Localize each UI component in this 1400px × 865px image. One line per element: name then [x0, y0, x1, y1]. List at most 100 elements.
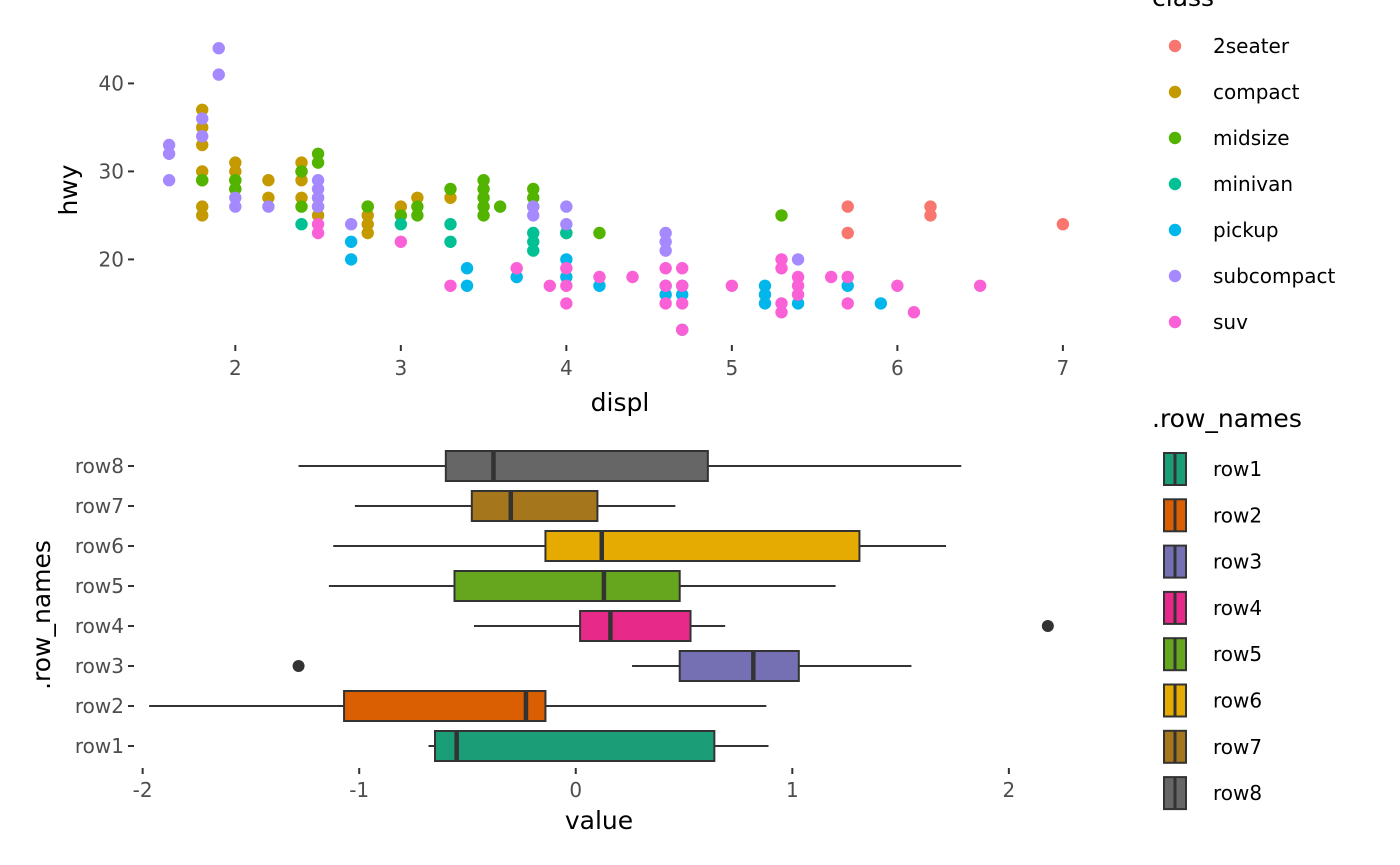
- boxplot-x-tick-label: 0: [569, 778, 582, 802]
- scatter-point: [411, 191, 424, 204]
- scatter-point: [162, 138, 176, 152]
- scatter-point: [775, 209, 788, 222]
- boxplot-y-ticks: row1 row2 row3 row4 row5 row6 row7 row8: [75, 454, 134, 758]
- scatter-point: [560, 270, 573, 284]
- scatter-point: [460, 279, 474, 292]
- scatter-y-tick-label: 20: [99, 247, 124, 271]
- box-body: [434, 730, 716, 762]
- scatter-point: [444, 191, 457, 204]
- boxplot-legend-title: .row_names: [1152, 404, 1302, 433]
- box-body: [470, 490, 599, 522]
- scatter-point: [196, 121, 209, 134]
- scatter-point: [676, 288, 689, 301]
- scatter-point: [295, 174, 308, 187]
- boxplot-legend-label: row8: [1213, 781, 1262, 805]
- scatter-point: [593, 270, 606, 284]
- scatter-point: [659, 262, 672, 275]
- scatter-point: [874, 297, 888, 310]
- boxplot-legend-item: row3: [1163, 544, 1262, 579]
- boxplot-legend-label: row6: [1213, 689, 1262, 713]
- scatter-point: [775, 297, 788, 310]
- scatter-point: [676, 323, 689, 336]
- scatter-x-tick-label: 2: [229, 356, 242, 380]
- scatter-point: [527, 191, 540, 204]
- scatter-point: [295, 218, 308, 231]
- scatter-legend-label: 2seater: [1213, 34, 1290, 58]
- scatter-point: [229, 200, 242, 213]
- scatter-point: [162, 174, 176, 187]
- scatter-legend-label: pickup: [1213, 218, 1279, 242]
- scatter-legend-label: minivan: [1213, 172, 1293, 196]
- scatter-legend-key: [1168, 85, 1182, 99]
- boxplot-x-tick-label: 1: [786, 778, 799, 802]
- scatter-point: [725, 279, 739, 292]
- scatter-point: [560, 253, 573, 266]
- scatter-point: [295, 191, 308, 204]
- scatter-x-tick-label: 6: [891, 356, 904, 380]
- scatter-point: [510, 270, 523, 284]
- scatter-point: [841, 270, 854, 284]
- scatter-point: [460, 262, 474, 275]
- scatter-point: [444, 218, 457, 231]
- scatter-x-tick-label: 4: [560, 356, 573, 380]
- scatter-point: [758, 288, 772, 301]
- boxplot-legend-label: row7: [1213, 735, 1262, 759]
- box-body: [579, 610, 692, 642]
- scatter-point: [907, 306, 921, 319]
- box-outlier: [1041, 620, 1054, 632]
- scatter-point: [775, 253, 788, 266]
- scatter-point: [973, 279, 987, 292]
- scatter-legend-key: [1168, 269, 1182, 283]
- scatter-point: [311, 209, 325, 222]
- scatter-legend: class 2seater compact midsize minivan pickup…: [1152, 0, 1335, 334]
- scatter-point: [626, 270, 639, 284]
- scatter-point: [411, 200, 424, 213]
- scatter-point: [791, 288, 805, 301]
- scatter-point: [212, 68, 225, 81]
- boxplot-legend-label: row4: [1213, 596, 1262, 620]
- scatter-point: [543, 279, 556, 292]
- boxplot-legend-label: row1: [1213, 457, 1262, 481]
- scatter-point: [262, 191, 275, 204]
- boxplot-y-tick-label: row3: [75, 654, 124, 678]
- scatter-point: [791, 253, 805, 266]
- scatter-point: [676, 297, 689, 310]
- scatter-point: [527, 182, 540, 196]
- scatter-point: [262, 174, 275, 187]
- scatter-point: [311, 226, 325, 240]
- scatter-point: [659, 279, 672, 292]
- scatter-point: [891, 279, 904, 292]
- scatter-panel: 20 30 40 2 3 4 5 6 7 displ hwy class 2seater com…: [54, 0, 1335, 417]
- scatter-point: [344, 253, 358, 266]
- scatter-point: [659, 288, 672, 301]
- scatter-point: [527, 244, 540, 257]
- box-row7: [354, 490, 676, 522]
- boxplot-legend-item: row2: [1163, 498, 1262, 533]
- scatter-point: [841, 297, 854, 310]
- box-row3: [292, 650, 912, 682]
- boxplot-boxes: [149, 450, 1054, 762]
- boxplot-y-axis-title: .row_names: [27, 540, 56, 690]
- scatter-x-axis-title: displ: [591, 388, 650, 417]
- scatter-point: [560, 200, 573, 213]
- scatter-x-ticks: 2 3 4 5 6 7: [229, 345, 1069, 380]
- scatter-point: [676, 279, 689, 292]
- scatter-legend-title: class: [1152, 0, 1214, 12]
- scatter-point: [1056, 218, 1070, 231]
- boxplot-panel: row1 row2 row3 row4 row5 row6 row7 row8 -2 -1 0 1 2…: [27, 404, 1302, 835]
- scatter-point: [394, 209, 408, 222]
- scatter-point: [295, 165, 308, 178]
- scatter-point: [394, 218, 408, 231]
- scatter-legend-key: [1168, 315, 1182, 329]
- boxplot-legend: .row_names row1row2row3row4row5row6row7r…: [1152, 404, 1302, 811]
- scatter-legend-label: subcompact: [1213, 264, 1335, 288]
- scatter-point: [311, 182, 325, 196]
- scatter-point: [196, 174, 209, 187]
- boxplot-legend-item: row7: [1163, 729, 1262, 764]
- scatter-point: [841, 279, 854, 292]
- scatter-point: [758, 297, 772, 310]
- boxplot-legend-item: row4: [1163, 590, 1262, 625]
- scatter-point: [295, 156, 308, 169]
- scatter-point: [924, 209, 937, 222]
